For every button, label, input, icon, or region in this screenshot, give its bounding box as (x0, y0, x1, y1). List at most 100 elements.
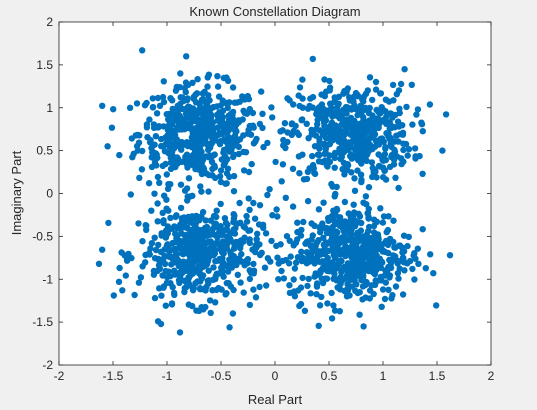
data-point (309, 249, 315, 255)
data-point (252, 216, 258, 222)
data-point (300, 219, 306, 225)
data-point (148, 208, 154, 214)
y-tick-label: -1 (42, 272, 53, 286)
data-point (358, 172, 364, 178)
data-point (178, 205, 184, 211)
data-point (236, 144, 242, 150)
data-point (332, 191, 338, 197)
data-point (257, 202, 263, 208)
x-tick-label: 1.5 (429, 369, 446, 383)
data-point (178, 139, 184, 145)
data-point (129, 135, 135, 141)
data-point (399, 249, 405, 255)
data-point (302, 308, 308, 314)
x-tick-label: 0.5 (321, 369, 338, 383)
data-point (358, 268, 364, 274)
data-point (131, 292, 137, 298)
data-point (265, 255, 271, 261)
data-point (99, 103, 105, 109)
x-tick-label: 0 (272, 369, 279, 383)
data-point (154, 200, 160, 206)
data-point (139, 148, 145, 154)
data-point (362, 106, 368, 112)
data-point (207, 297, 213, 303)
data-point (401, 66, 407, 72)
data-point (241, 167, 247, 173)
data-point (160, 210, 166, 216)
data-point (175, 126, 181, 132)
data-point (226, 126, 232, 132)
data-point (369, 97, 375, 103)
data-point (155, 218, 161, 224)
data-point (258, 88, 264, 94)
data-point (350, 252, 356, 258)
data-point (329, 119, 335, 125)
data-point (386, 257, 392, 263)
data-point (325, 255, 331, 261)
data-point (290, 101, 296, 107)
data-point (189, 193, 195, 199)
data-point (353, 129, 359, 135)
data-point (298, 249, 304, 255)
data-point (356, 255, 362, 261)
data-point (99, 247, 105, 253)
data-point (264, 140, 270, 146)
data-point (317, 269, 323, 275)
data-point (325, 248, 331, 254)
data-point (197, 286, 203, 292)
data-point (160, 220, 166, 226)
data-point (328, 290, 334, 296)
data-point (387, 125, 393, 131)
data-point (356, 312, 362, 318)
data-point (213, 214, 219, 220)
data-point (383, 97, 389, 103)
data-point (156, 180, 162, 186)
data-point (171, 164, 177, 170)
data-point (367, 74, 373, 80)
x-tick-label: -1 (162, 369, 173, 383)
data-point (423, 265, 429, 271)
data-point (116, 152, 122, 158)
data-point (365, 87, 371, 93)
data-point (294, 220, 300, 226)
data-point (203, 170, 209, 176)
data-point (360, 146, 366, 152)
data-point (214, 234, 220, 240)
data-point (310, 94, 316, 100)
data-point (433, 302, 439, 308)
data-point (316, 323, 322, 329)
data-point (332, 165, 338, 171)
data-point (322, 260, 328, 266)
data-point (275, 276, 281, 282)
data-point (420, 128, 426, 134)
data-point (150, 104, 156, 110)
data-point (155, 95, 161, 101)
data-point (364, 264, 370, 270)
data-point (212, 151, 218, 157)
data-point (167, 181, 173, 187)
data-point (380, 219, 386, 225)
data-point (348, 169, 354, 175)
data-point (243, 149, 249, 155)
data-point (210, 264, 216, 270)
data-point (328, 214, 334, 220)
x-tick-label: 1 (380, 369, 387, 383)
x-tick-label: -2 (54, 369, 65, 383)
data-point (395, 275, 401, 281)
data-point (213, 273, 219, 279)
data-point (316, 206, 322, 212)
data-point (254, 231, 260, 237)
data-point (316, 158, 322, 164)
data-point (201, 128, 207, 134)
data-point (420, 226, 426, 232)
data-point (282, 120, 288, 126)
data-point (273, 206, 279, 212)
data-point (305, 198, 311, 204)
data-point (227, 231, 233, 237)
data-point (385, 287, 391, 293)
data-point (347, 117, 353, 123)
data-point (127, 105, 133, 111)
data-point (331, 110, 337, 116)
